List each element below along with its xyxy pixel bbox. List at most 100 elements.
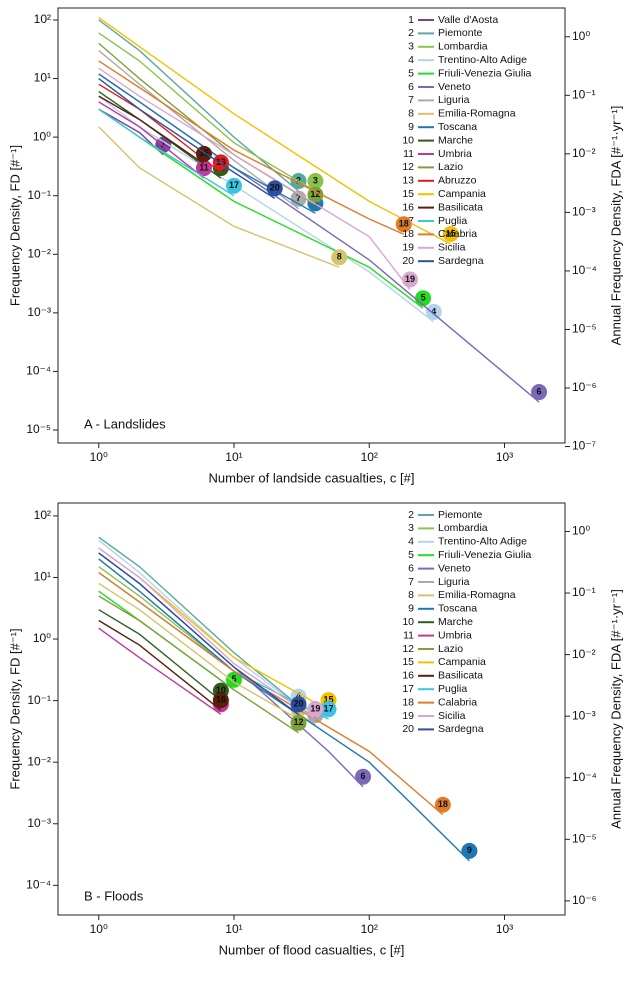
series-marker-label: 6 — [361, 771, 366, 781]
y-tick-label: 10⁻³ — [27, 305, 51, 319]
legend-label: Marche — [438, 616, 473, 628]
x-tick-label: 10³ — [496, 450, 513, 464]
series-marker — [290, 696, 307, 713]
legend-label: Piemonte — [438, 509, 483, 521]
x-tick-label: 10¹ — [225, 922, 242, 936]
legend-id: 3 — [408, 522, 414, 534]
y-tick-label: 10¹ — [34, 71, 51, 85]
series-line — [98, 627, 222, 715]
y2-tick-label: 10⁻² — [572, 146, 596, 160]
legend-label: Sardegna — [438, 723, 484, 735]
legend-label: Campania — [438, 656, 486, 668]
y-axis-title: Frequency Density, FD [#⁻¹] — [7, 145, 22, 306]
legend-id: 11 — [403, 148, 414, 160]
legend-id: 12 — [402, 161, 414, 173]
legend-id: 7 — [408, 576, 414, 588]
legend-id: 20 — [402, 723, 414, 735]
legend-id: 19 — [402, 710, 414, 722]
legend-id: 9 — [408, 603, 414, 615]
legend-id: 10 — [402, 616, 414, 628]
series-marker — [355, 768, 372, 785]
y2-tick-label: 10⁻⁴ — [572, 770, 597, 784]
series-marker-label: 18 — [399, 219, 409, 229]
legend-label: Trentino-Alto Adige — [438, 536, 527, 548]
series-line — [98, 50, 299, 210]
y-tick-label: 10¹ — [34, 570, 51, 584]
series-marker — [290, 190, 307, 207]
legend-label: Valle d'Aosta — [438, 14, 498, 26]
y-tick-label: 10⁰ — [33, 631, 51, 645]
legend-label: Emilia-Romagna — [438, 589, 516, 601]
series-line — [98, 566, 316, 726]
series-line — [98, 67, 411, 290]
series-line — [98, 539, 299, 708]
legend-id: 3 — [408, 41, 414, 53]
series-marker-label: 8 — [337, 252, 342, 262]
series-marker-label: 16 — [199, 148, 209, 158]
x-tick-label: 10⁰ — [90, 450, 108, 464]
series-marker-label: 17 — [324, 704, 334, 714]
x-axis-title: Number of landside casualties, c [#] — [209, 470, 415, 485]
x-tick-label: 10¹ — [225, 450, 242, 464]
series-marker-label: 6 — [537, 386, 542, 396]
series-marker — [425, 303, 442, 320]
y-tick-label: 10² — [34, 508, 51, 522]
legend-label: Emilia-Romagna — [438, 108, 516, 120]
panel-title: A - Landslides — [84, 416, 166, 431]
series-marker-label: 15 — [324, 695, 334, 705]
series-marker-label: 11 — [199, 162, 209, 172]
series-line — [98, 77, 276, 199]
series-marker-label: 16 — [216, 695, 226, 705]
y2-tick-label: 10⁻⁴ — [572, 263, 597, 277]
legend-id: 17 — [402, 683, 414, 695]
legend-label: Campania — [438, 188, 486, 200]
series-marker — [434, 796, 451, 813]
series-line — [98, 582, 299, 720]
y2-tick-label: 10⁻⁷ — [572, 439, 596, 453]
y2-tick-label: 10⁻⁵ — [572, 322, 597, 336]
y-tick-label: 10⁰ — [33, 129, 51, 143]
legend-id: 9 — [408, 121, 414, 133]
y2-tick-label: 10⁻⁵ — [572, 831, 597, 845]
legend-id: 16 — [402, 201, 414, 213]
legend-id: 2 — [408, 509, 414, 521]
series-line — [98, 552, 299, 715]
series-marker-label: 19 — [310, 704, 320, 714]
y-tick-label: 10⁻⁴ — [26, 364, 51, 378]
legend-label: Trentino-Alto Adige — [438, 54, 527, 66]
series-marker-label: 10 — [216, 685, 226, 695]
y-tick-label: 10⁻¹ — [27, 188, 51, 202]
series-marker — [442, 225, 459, 242]
legend-id: 13 — [402, 175, 414, 187]
series-marker-label: 18 — [438, 799, 448, 809]
series-marker — [531, 384, 548, 401]
series-marker-label: 4 — [431, 306, 436, 316]
legend-label: Lazio — [438, 643, 463, 655]
y2-tick-label: 10⁰ — [572, 524, 590, 538]
series-line — [98, 547, 316, 720]
legend-label: Friuli-Venezia Giulia — [438, 549, 532, 561]
series-marker-label: 9 — [467, 845, 472, 855]
y-tick-label: 10² — [34, 12, 51, 26]
x-tick-label: 10⁰ — [90, 922, 108, 936]
legend-id: 16 — [402, 670, 414, 682]
series-line — [98, 595, 299, 734]
series-marker-label: 5 — [421, 293, 426, 303]
series-marker — [290, 714, 307, 731]
y2-tick-label: 10⁻⁶ — [572, 380, 597, 394]
series-marker-label: 12 — [310, 189, 320, 199]
series-marker-label: 1 — [161, 139, 166, 149]
series-marker-label: 3 — [313, 175, 318, 185]
series-line — [98, 572, 444, 816]
x-tick-label: 10² — [361, 922, 378, 936]
y2-axis-title: Annual Frequency Density, FDA [#⁻¹·yr⁻¹] — [608, 106, 623, 346]
legend-id: 6 — [408, 562, 414, 574]
legend-id: 15 — [402, 188, 414, 200]
series-marker — [307, 701, 324, 718]
y2-tick-label: 10⁰ — [572, 29, 590, 43]
series-line — [98, 108, 235, 197]
series-marker — [212, 692, 229, 709]
y2-tick-label: 10⁻¹ — [572, 585, 596, 599]
series-marker — [225, 177, 242, 194]
